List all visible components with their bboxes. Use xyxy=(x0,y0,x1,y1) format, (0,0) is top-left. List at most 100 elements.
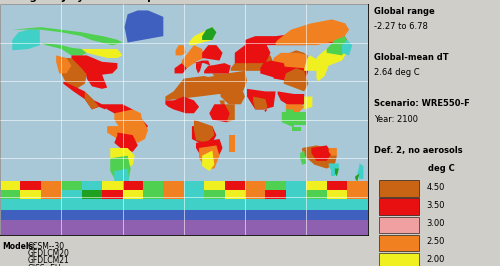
Polygon shape xyxy=(276,19,349,45)
Bar xyxy=(380,253,419,266)
Polygon shape xyxy=(328,148,337,156)
Polygon shape xyxy=(278,92,304,107)
Polygon shape xyxy=(20,190,41,200)
Polygon shape xyxy=(0,210,368,220)
Polygon shape xyxy=(306,181,326,190)
Text: 2.00: 2.00 xyxy=(426,255,445,264)
Polygon shape xyxy=(182,45,204,68)
Polygon shape xyxy=(224,190,245,200)
Polygon shape xyxy=(114,109,143,132)
Text: Scenario: WRE550-F: Scenario: WRE550-F xyxy=(374,99,470,108)
Text: Change in July Mean Temp: Change in July Mean Temp xyxy=(0,0,154,2)
Polygon shape xyxy=(260,50,312,71)
Polygon shape xyxy=(143,181,164,190)
Polygon shape xyxy=(210,104,230,122)
Polygon shape xyxy=(304,55,318,71)
Polygon shape xyxy=(166,76,226,101)
Polygon shape xyxy=(122,181,143,190)
Polygon shape xyxy=(286,181,306,190)
Polygon shape xyxy=(284,68,308,92)
Polygon shape xyxy=(114,169,130,192)
Polygon shape xyxy=(266,190,286,200)
Polygon shape xyxy=(328,163,339,174)
Polygon shape xyxy=(274,62,308,84)
Polygon shape xyxy=(110,156,130,186)
Polygon shape xyxy=(331,171,335,176)
Polygon shape xyxy=(97,62,117,75)
Text: 3.00: 3.00 xyxy=(426,219,445,228)
Text: 2.64 deg C: 2.64 deg C xyxy=(374,68,420,77)
Polygon shape xyxy=(253,97,268,109)
Bar xyxy=(380,235,419,251)
Polygon shape xyxy=(282,112,294,127)
Polygon shape xyxy=(194,120,214,143)
Polygon shape xyxy=(41,43,87,55)
Polygon shape xyxy=(184,190,204,200)
Polygon shape xyxy=(12,27,122,45)
Polygon shape xyxy=(41,190,61,200)
Polygon shape xyxy=(56,55,72,73)
Polygon shape xyxy=(245,181,266,190)
Polygon shape xyxy=(212,71,247,97)
Polygon shape xyxy=(72,55,107,78)
Polygon shape xyxy=(286,190,306,200)
Polygon shape xyxy=(230,53,274,71)
Bar xyxy=(380,180,419,197)
Polygon shape xyxy=(316,63,328,81)
Polygon shape xyxy=(355,174,360,181)
Polygon shape xyxy=(286,104,304,113)
Text: Def. 2, no aerosols: Def. 2, no aerosols xyxy=(374,146,463,155)
Text: GISS--EH: GISS--EH xyxy=(28,264,61,266)
Polygon shape xyxy=(0,181,20,190)
Polygon shape xyxy=(192,126,216,146)
Polygon shape xyxy=(107,126,132,143)
Polygon shape xyxy=(143,190,164,200)
Text: Models:: Models: xyxy=(2,242,36,251)
Polygon shape xyxy=(202,151,214,171)
Polygon shape xyxy=(122,190,143,200)
Polygon shape xyxy=(260,61,286,78)
Polygon shape xyxy=(0,220,368,235)
Polygon shape xyxy=(174,63,188,73)
Text: Year: 2100: Year: 2100 xyxy=(374,115,418,124)
Polygon shape xyxy=(266,181,286,190)
Polygon shape xyxy=(194,61,210,66)
Polygon shape xyxy=(294,112,306,125)
Polygon shape xyxy=(235,43,270,63)
Polygon shape xyxy=(0,200,368,210)
Polygon shape xyxy=(300,151,306,165)
Polygon shape xyxy=(184,181,204,190)
Polygon shape xyxy=(228,135,235,152)
Text: 3.50: 3.50 xyxy=(426,201,445,210)
Polygon shape xyxy=(82,36,122,45)
Polygon shape xyxy=(102,181,122,190)
Polygon shape xyxy=(247,89,276,109)
Bar xyxy=(380,217,419,233)
Polygon shape xyxy=(326,181,347,190)
Text: CCSM--30: CCSM--30 xyxy=(28,242,64,251)
Polygon shape xyxy=(196,63,202,73)
Polygon shape xyxy=(326,36,349,55)
Polygon shape xyxy=(202,27,216,40)
Polygon shape xyxy=(0,190,20,200)
Polygon shape xyxy=(61,58,87,89)
Polygon shape xyxy=(102,104,148,132)
Polygon shape xyxy=(326,190,347,200)
Polygon shape xyxy=(84,92,99,109)
Polygon shape xyxy=(114,132,138,152)
Polygon shape xyxy=(176,45,186,55)
Polygon shape xyxy=(164,190,184,200)
Polygon shape xyxy=(61,190,82,200)
Polygon shape xyxy=(196,139,222,165)
Polygon shape xyxy=(220,89,245,104)
Polygon shape xyxy=(110,148,135,171)
Polygon shape xyxy=(286,109,294,117)
Polygon shape xyxy=(335,169,339,176)
Polygon shape xyxy=(347,190,368,200)
Polygon shape xyxy=(124,10,164,43)
Polygon shape xyxy=(224,181,245,190)
Text: 2.50: 2.50 xyxy=(426,237,445,246)
Polygon shape xyxy=(220,101,235,122)
Polygon shape xyxy=(312,146,332,161)
Polygon shape xyxy=(61,181,82,190)
